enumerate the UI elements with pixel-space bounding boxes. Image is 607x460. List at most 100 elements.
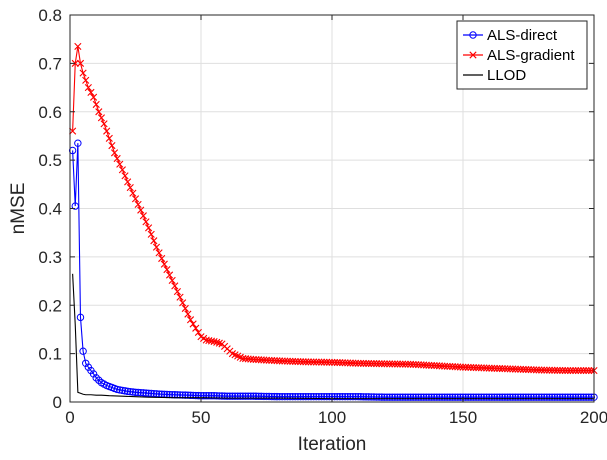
y-tick-label: 0 (53, 393, 62, 412)
data-point (501, 393, 509, 401)
data-point (205, 392, 213, 400)
data-point (192, 391, 200, 400)
data-point (92, 374, 100, 382)
data-point (480, 364, 488, 372)
data-point (511, 393, 520, 401)
data-point (228, 392, 237, 400)
data-point (181, 391, 189, 399)
data-point (572, 366, 580, 375)
data-point (210, 392, 218, 400)
y-axis-label: nMSE (8, 183, 29, 235)
x-tick-label: 50 (192, 408, 211, 427)
data-point (131, 388, 140, 397)
data-point (299, 358, 307, 366)
data-point (118, 386, 127, 395)
data-point (464, 393, 472, 401)
data-point (488, 393, 496, 401)
data-point (579, 366, 588, 375)
data-point (218, 392, 226, 400)
data-point (370, 393, 378, 401)
data-point (359, 393, 368, 401)
data-point (283, 392, 292, 401)
data-point (349, 392, 357, 401)
data-point (231, 392, 239, 400)
data-point (241, 392, 250, 400)
data-point (396, 393, 404, 401)
data-point (336, 392, 344, 401)
data-point (137, 206, 145, 214)
data-point (362, 393, 370, 401)
data-point (270, 392, 279, 401)
series-als-gradient (69, 42, 598, 375)
axis-ticks: 0 50 100 150 200 0 0.1 0.2 0.3 0.4 0.5 0.6 0.7 0.8 (38, 6, 607, 427)
data-point (79, 347, 87, 355)
data-point (553, 366, 561, 374)
data-point (160, 260, 168, 268)
data-point (351, 392, 360, 401)
data-point (95, 376, 103, 384)
data-point (566, 393, 575, 401)
data-point (375, 360, 383, 368)
data-point (252, 392, 260, 400)
data-point (490, 393, 499, 401)
data-point (309, 392, 318, 401)
data-point (302, 358, 310, 366)
data-point (524, 393, 533, 401)
data-point (472, 393, 480, 401)
data-point (291, 392, 300, 401)
data-point (189, 391, 197, 400)
data-point (233, 392, 242, 400)
data-point (310, 358, 318, 366)
data-point (551, 366, 559, 374)
data-point (103, 127, 111, 135)
data-point (110, 149, 119, 157)
data-point (344, 392, 352, 401)
data-point (409, 393, 417, 401)
data-point (341, 359, 349, 367)
data-point (121, 172, 129, 180)
data-point (561, 366, 569, 375)
data-point (116, 160, 124, 168)
data-point (257, 392, 265, 401)
data-point (459, 363, 467, 371)
data-point (574, 393, 582, 401)
data-point (89, 93, 98, 101)
legend-item: ALS-direct (463, 27, 558, 44)
data-point (247, 392, 255, 400)
data-point (289, 357, 297, 365)
data-point (577, 366, 585, 375)
data-point (440, 393, 449, 401)
data-point (262, 392, 271, 401)
data-point (184, 391, 192, 399)
data-point (548, 393, 556, 401)
data-point (537, 393, 546, 401)
data-point (312, 358, 320, 366)
x-axis-label: Iteration (298, 434, 367, 455)
data-point (503, 393, 512, 401)
data-point (579, 393, 588, 401)
data-point (129, 189, 137, 197)
data-point (126, 387, 134, 396)
x-tick-label: 100 (318, 408, 346, 427)
data-point (509, 365, 517, 373)
data-point (145, 224, 153, 232)
data-point (124, 178, 132, 186)
legend-marker (469, 31, 477, 39)
data-point (496, 364, 504, 373)
data-point (330, 392, 339, 401)
data-point (79, 69, 87, 77)
data-point (281, 357, 289, 365)
data-point (68, 146, 77, 155)
data-point (325, 392, 334, 401)
data-point (488, 364, 496, 372)
data-point (320, 392, 328, 401)
data-point (545, 393, 554, 401)
data-point (213, 338, 221, 346)
y-tick-label: 0.8 (38, 6, 62, 25)
y-tick-label: 0.2 (38, 296, 62, 315)
data-point (469, 393, 478, 401)
data-point (129, 388, 137, 396)
data-point (121, 387, 129, 395)
data-point (490, 364, 499, 372)
data-point (331, 358, 339, 367)
